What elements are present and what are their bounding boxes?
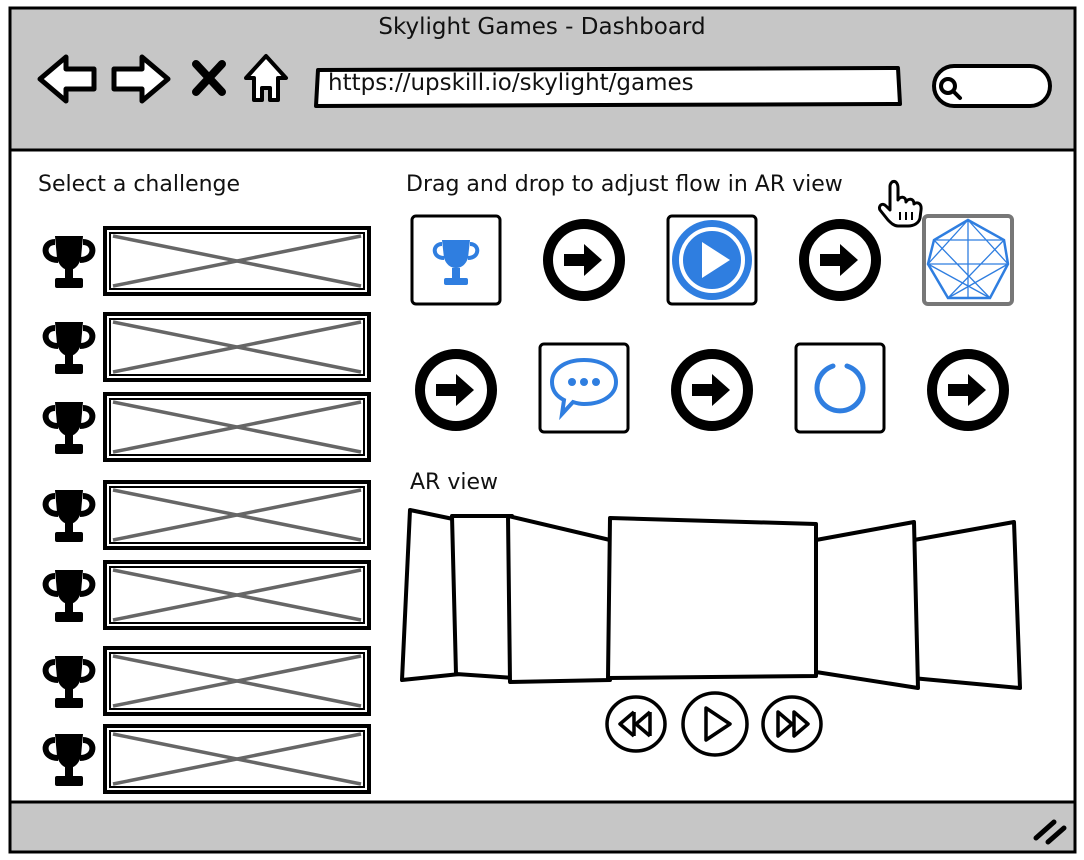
arrow-circle-right-icon[interactable]	[670, 348, 754, 432]
ar-panel	[450, 514, 516, 680]
challenge-heading: Select a challenge	[38, 172, 241, 197]
flow-heading: Drag and drop to adjust flow in AR view	[406, 172, 843, 197]
challenge-thumbnail-placeholder[interactable]	[103, 724, 371, 794]
challenge-thumbnail-placeholder[interactable]	[103, 480, 371, 550]
url-field[interactable]	[312, 66, 904, 110]
fast-forward-icon[interactable]	[760, 694, 824, 754]
challenge-thumbnail-placeholder[interactable]	[103, 392, 371, 462]
challenge-thumbnail-placeholder[interactable]	[103, 560, 371, 630]
hand-pointer-icon	[878, 180, 923, 228]
arrow-circle-right-icon[interactable]	[926, 348, 1010, 432]
trophy-icon	[42, 236, 96, 288]
ar-carousel[interactable]	[396, 502, 1028, 698]
trophy-icon	[42, 734, 96, 786]
rewind-icon[interactable]	[604, 694, 668, 754]
trophy-icon	[42, 402, 96, 454]
search-icon[interactable]	[936, 74, 964, 102]
window-title: Skylight Games - Dashboard	[378, 14, 706, 40]
challenge-thumbnail-placeholder[interactable]	[103, 312, 371, 382]
play-icon[interactable]	[680, 690, 750, 758]
arrow-circle-right-icon[interactable]	[798, 218, 882, 302]
close-icon[interactable]	[192, 60, 226, 96]
ar-panel	[814, 520, 920, 690]
ar-panel	[606, 516, 818, 680]
arrow-right-icon[interactable]	[110, 52, 172, 106]
trophy-icon	[42, 322, 96, 374]
challenge-thumbnail-placeholder[interactable]	[103, 646, 371, 716]
trophy-icon[interactable]	[410, 214, 502, 306]
arrow-circle-right-icon[interactable]	[542, 218, 626, 302]
play-circle-icon[interactable]	[666, 214, 758, 306]
network-hexagon-icon[interactable]	[922, 214, 1014, 306]
arrow-circle-right-icon[interactable]	[414, 348, 498, 432]
resize-grip-icon[interactable]	[1033, 819, 1067, 845]
trophy-icon	[42, 570, 96, 622]
ar-panel	[910, 520, 1022, 690]
arrow-left-icon[interactable]	[36, 52, 98, 106]
challenge-thumbnail-placeholder[interactable]	[103, 226, 371, 296]
ar-panel	[506, 514, 612, 684]
chat-bubble-icon[interactable]	[538, 342, 630, 434]
loading-spinner-icon[interactable]	[794, 342, 886, 434]
url-text: https://upskill.io/skylight/games	[328, 70, 694, 96]
home-icon[interactable]	[242, 52, 290, 106]
search-field[interactable]	[930, 62, 1054, 110]
ar-view-heading: AR view	[410, 470, 498, 495]
trophy-icon	[42, 656, 96, 708]
trophy-icon	[42, 490, 96, 542]
